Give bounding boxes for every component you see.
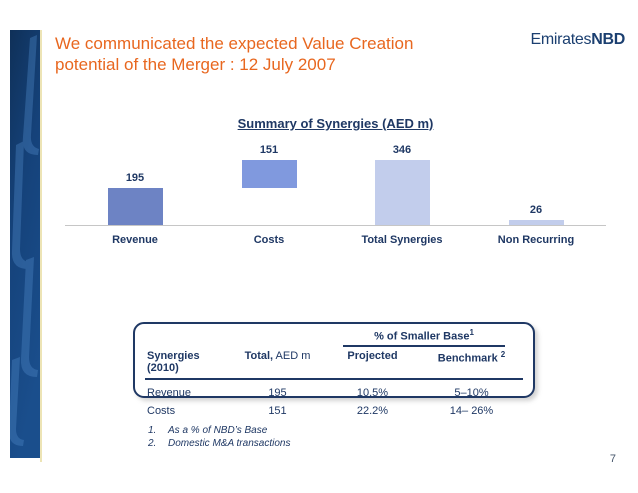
col-header-projected: Projected [347,349,398,362]
page-title-line1: We communicated the expected Value Creat… [55,34,414,53]
bar-value-label-revenue: 195 [125,172,145,185]
table-row-costs-total: 151 [268,404,287,417]
synergies-table-panel: % of Smaller Base1 Synergies (2010) Tota… [133,322,535,417]
table-row-revenue-name: Revenue [147,386,192,399]
page-title: We communicated the expected Value Creat… [55,33,485,75]
bar-non-recurring [508,220,564,225]
table-spacer [145,327,230,347]
bar-category-label-total-synergies: Total Synergies [361,234,443,246]
table-row-costs-projected: 22.2% [356,404,389,417]
emirates-nbd-logo: EmiratesNBD [531,31,626,49]
chart-title: Summary of Synergies (AED m) [237,116,434,131]
table-spacer [230,327,325,347]
bar-value-label-total-synergies: 346 [392,144,412,156]
footnote-1-number: 1. [148,425,157,436]
table-row-revenue-total: 195 [268,386,287,399]
col-benchmark-sup: 2 [500,349,506,359]
logo-nbd-text: NBD [591,31,625,48]
group-header-text: % of Smaller Base [374,330,470,343]
table-group-header: % of Smaller Base1 [343,327,505,347]
footnote-2-text: Domestic M&A transactions [168,438,291,449]
chart-plot-area: 195 Revenue 151 Costs 346 Total Synergies 26 No… [65,135,606,255]
bar-category-label-costs: Costs [253,234,285,246]
page-title-line2: potential of the Merger : 12 July 2007 [55,55,336,74]
table-header-separator [145,377,523,380]
footnote-2-number: 2. [148,438,157,449]
group-header-sup: 1 [469,328,474,337]
bar-value-label-costs: 151 [259,144,279,156]
col-total-rest: AED m [273,349,311,362]
footnotes: 1. As a % of NBD’s Base 2. Domestic M&A … [148,424,290,450]
bar-category-label-non-recurring: Non Recurring [497,234,575,246]
bar-value-label-non-recurring: 26 [529,204,543,217]
page-number: 7 [609,453,616,465]
sidebar-pattern [10,30,40,458]
col-benchmark-text: Benchmark [437,352,501,365]
footnote-1: 1. As a % of NBD’s Base [148,424,290,437]
footnote-2: 2. Domestic M&A transactions [148,437,290,450]
col-total-bold: Total, [244,349,274,362]
logo-emirates-text: Emirates [530,31,592,48]
col-header-total: Total, AED m [230,347,325,376]
table-row-costs-name: Costs [147,404,176,417]
col-header-synergies: Synergies (2010) [147,349,200,374]
bar-category-label-revenue: Revenue [112,234,158,246]
bar-revenue [107,188,163,225]
chart-axis-line [65,225,606,226]
table-row-costs-benchmark: 14– 26% [449,404,494,417]
bar-costs [241,160,297,189]
sidebar-graphic [10,30,42,462]
bar-total-synergies [374,160,430,225]
table-row-revenue-benchmark: 5–10% [454,386,489,399]
table-row-revenue-projected: 10.5% [356,386,389,399]
col-header-benchmark: Benchmark 2 [420,347,523,376]
footnote-1-text: As a % of NBD’s Base [168,425,268,436]
synergies-table: % of Smaller Base1 Synergies (2010) Tota… [145,327,523,419]
